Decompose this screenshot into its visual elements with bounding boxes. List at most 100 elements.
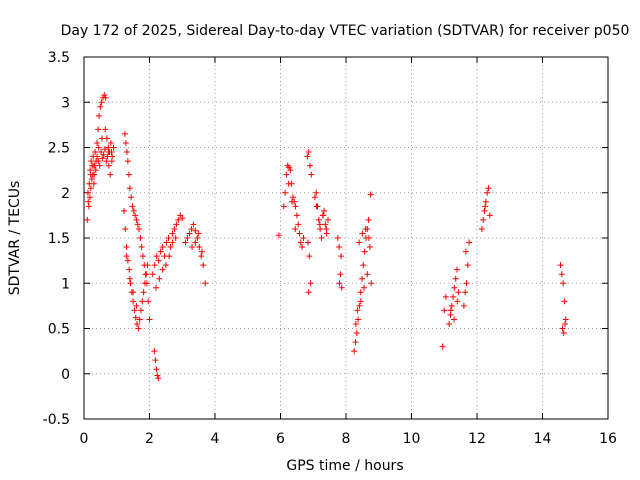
- data-point: [123, 149, 130, 156]
- data-point: [313, 203, 320, 210]
- data-point: [360, 262, 367, 269]
- data-point: [95, 126, 102, 133]
- data-point: [138, 244, 145, 251]
- data-point: [455, 289, 462, 296]
- data-point: [153, 366, 160, 373]
- x-tick-label: 4: [211, 431, 220, 447]
- data-point: [362, 225, 369, 232]
- data-point: [133, 302, 140, 309]
- data-point: [305, 289, 312, 296]
- data-point: [171, 225, 178, 232]
- data-point: [356, 302, 363, 309]
- x-tick-label: 6: [276, 431, 285, 447]
- y-tick-label: 2: [61, 186, 70, 202]
- data-point: [337, 271, 344, 278]
- data-point: [352, 339, 359, 346]
- data-point: [128, 194, 135, 201]
- data-point: [98, 149, 105, 156]
- data-point: [368, 280, 375, 287]
- data-point: [134, 320, 141, 327]
- data-point: [107, 171, 114, 178]
- data-point: [146, 316, 153, 323]
- data-point: [99, 135, 106, 142]
- data-point: [125, 171, 132, 178]
- data-point: [357, 298, 364, 305]
- axis-ticks: 0 2 4 6 8 10 12 14 16 -0.5 0 0.5 1 1.5 2 2.5 3 3.5: [43, 50, 617, 447]
- data-point: [560, 330, 567, 337]
- y-tick-label: 3.5: [48, 50, 70, 66]
- data-point: [194, 235, 201, 241]
- data-point: [139, 253, 146, 260]
- y-tick-label: 0: [61, 367, 70, 383]
- data-point: [145, 298, 152, 305]
- data-point: [562, 316, 569, 323]
- data-point: [139, 298, 146, 305]
- data-point: [195, 230, 202, 237]
- data-point: [307, 280, 314, 287]
- data-point: [188, 225, 195, 232]
- data-point: [450, 293, 457, 300]
- data-point: [110, 144, 117, 151]
- data-point: [480, 216, 487, 223]
- data-point: [192, 239, 199, 246]
- data-point: [94, 153, 101, 160]
- data-point: [156, 275, 163, 282]
- data-point: [122, 139, 129, 146]
- gridlines: [84, 57, 608, 419]
- data-point: [192, 227, 199, 234]
- data-point: [144, 262, 151, 269]
- data-point: [88, 176, 95, 183]
- data-point: [561, 298, 568, 305]
- data-point: [123, 253, 130, 260]
- data-point: [135, 325, 142, 332]
- data-point: [155, 257, 162, 264]
- data-point: [85, 203, 92, 210]
- data-point: [95, 144, 102, 151]
- data-point: [126, 266, 133, 273]
- data-point: [334, 235, 341, 241]
- data-point: [105, 162, 112, 169]
- data-point: [136, 225, 143, 232]
- data-point: [300, 235, 307, 241]
- data-point: [107, 139, 114, 146]
- data-point: [104, 153, 111, 160]
- data-point: [286, 164, 293, 171]
- data-point: [292, 203, 299, 210]
- data-point: [439, 343, 446, 350]
- data-point: [355, 316, 362, 323]
- data-point: [94, 139, 101, 146]
- data-point: [305, 149, 312, 156]
- data-point: [92, 149, 99, 156]
- data-point: [289, 194, 296, 201]
- data-point: [442, 293, 449, 300]
- data-point: [447, 307, 454, 314]
- data-point: [140, 289, 147, 296]
- data-point: [100, 151, 107, 158]
- data-point: [462, 289, 469, 296]
- y-tick-label: 2.5: [48, 141, 70, 157]
- data-point: [365, 235, 372, 241]
- y-tick-label: 3: [61, 95, 70, 111]
- data-point: [321, 207, 328, 214]
- data-point: [99, 155, 106, 162]
- data-point: [126, 185, 133, 192]
- data-point: [159, 244, 166, 251]
- data-point: [169, 239, 176, 246]
- data-point: [153, 253, 160, 260]
- y-tick-label: -0.5: [43, 412, 70, 428]
- data-point: [336, 244, 343, 251]
- data-point: [365, 216, 372, 223]
- data-point: [282, 189, 289, 196]
- data-point: [120, 207, 127, 214]
- data-point: [90, 180, 97, 187]
- data-point: [446, 320, 453, 327]
- data-point: [96, 112, 103, 119]
- data-point: [316, 221, 323, 228]
- data-point: [130, 289, 137, 296]
- data-point: [102, 126, 109, 133]
- data-point: [466, 239, 473, 246]
- data-point: [90, 162, 97, 169]
- data-point: [151, 262, 158, 269]
- data-point: [87, 171, 94, 178]
- data-point: [102, 94, 109, 101]
